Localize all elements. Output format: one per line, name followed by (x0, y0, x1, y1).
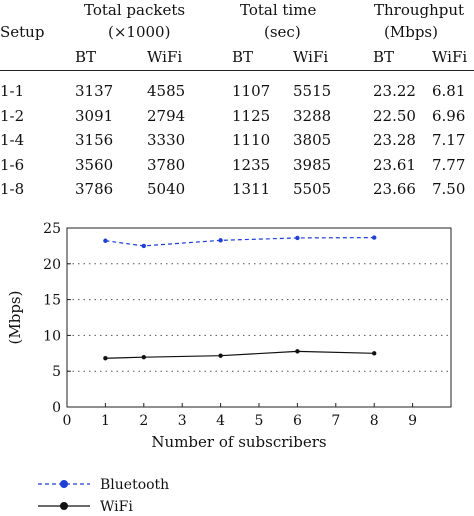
cell-bt-throughput: 22.50 (373, 106, 416, 125)
plot-frame (66, 227, 452, 408)
header-throughput-unit: (Mbps) (384, 23, 438, 41)
cell-bt-throughput: 23.66 (373, 180, 416, 198)
header-setup: Setup (0, 23, 45, 41)
y-tick-label: 0 (52, 400, 61, 416)
data-point (103, 238, 108, 243)
cell-wifi-throughput: 6.81 (432, 82, 466, 100)
cell-bt-packets: 3786 (75, 180, 114, 198)
results-table: Setup Total packets (×1000) Total time (… (0, 0, 474, 210)
data-point (372, 351, 377, 356)
subheader-bt-time: BT (232, 48, 254, 66)
data-point (372, 235, 377, 240)
cell-setup: 1-4 (0, 131, 25, 149)
header-total-packets: Total packets (84, 1, 186, 19)
header-total-time: Total time (240, 1, 317, 19)
cell-bt-time: 1110 (232, 131, 271, 149)
data-point (218, 238, 223, 243)
cell-wifi-packets: 5040 (147, 180, 186, 198)
cell-bt-throughput: 23.61 (373, 155, 416, 174)
cell-wifi-packets: 3780 (147, 155, 186, 174)
x-tick-label: 5 (255, 413, 264, 429)
y-tick-label: 15 (43, 293, 61, 309)
x-tick-label: 9 (408, 413, 417, 429)
x-tick-label: 3 (178, 413, 187, 429)
cell-bt-time: 1311 (232, 180, 271, 198)
cell-bt-packets: 3560 (75, 155, 114, 174)
legend-item: WiFi (38, 499, 133, 515)
y-tick-label: 5 (52, 364, 61, 380)
cell-bt-packets: 3137 (75, 82, 114, 100)
legend-marker (60, 480, 68, 488)
cell-bt-time: 1107 (232, 82, 271, 100)
cell-bt-throughput: 23.28 (373, 131, 416, 149)
subheader-wifi-throughput: WiFi (432, 48, 468, 66)
data-point (218, 353, 223, 358)
y-tick-label: 25 (43, 221, 61, 237)
legend-marker (60, 502, 68, 510)
header-throughput: Throughput (374, 1, 465, 19)
cell-setup: 1-8 (0, 180, 25, 198)
table-rule (0, 70, 474, 71)
series-layer (103, 235, 377, 361)
y-tick-label: 20 (43, 257, 61, 273)
cell-wifi-packets: 2794 (147, 106, 186, 125)
legend-label: WiFi (100, 499, 133, 515)
header-total-time-unit: (sec) (264, 23, 301, 41)
x-tick-label: 7 (331, 413, 340, 429)
data-point (295, 235, 300, 241)
x-tick-label: 8 (370, 413, 379, 429)
cell-setup: 1-2 (0, 106, 25, 125)
cell-wifi-time: 3805 (293, 131, 332, 149)
cell-wifi-throughput: 7.50 (432, 180, 466, 198)
x-tick-label: 0 (63, 413, 72, 429)
data-point (103, 356, 108, 361)
cell-wifi-time: 5515 (293, 82, 332, 100)
data-point (141, 354, 146, 360)
legend-item: Bluetooth (38, 477, 169, 493)
cell-bt-packets: 3156 (75, 131, 114, 149)
cell-wifi-throughput: 7.77 (432, 155, 466, 174)
x-tick-label: 2 (139, 413, 148, 429)
subheader-wifi-packets: WiFi (147, 48, 183, 66)
cell-wifi-throughput: 7.17 (432, 131, 466, 149)
data-point (141, 243, 146, 249)
cell-wifi-packets: 3330 (147, 131, 186, 149)
cell-wifi-time: 5505 (293, 180, 332, 198)
cell-wifi-time: 3288 (293, 106, 332, 125)
data-point (295, 349, 300, 354)
cell-bt-time: 1235 (232, 155, 271, 174)
cell-bt-throughput: 23.22 (373, 82, 416, 100)
cell-bt-packets: 3091 (75, 106, 114, 125)
throughput-chart: 0 1 2 3 4 5 6 7 8 9 0 5 10 15 20 25 Number of subscribe… (6, 221, 452, 515)
x-axis-title: Number of subscribers (151, 433, 326, 451)
x-tick-label: 6 (293, 413, 302, 429)
cell-setup: 1-1 (0, 82, 25, 100)
cell-wifi-packets: 4585 (147, 82, 186, 100)
axis-ticks: 0 1 2 3 4 5 6 7 8 9 0 5 10 15 20 25 (43, 221, 417, 429)
legend: Bluetooth WiFi (38, 477, 169, 515)
y-tick-label: 10 (43, 328, 61, 344)
cell-setup: 1-6 (0, 155, 25, 174)
grid-lines (67, 263, 451, 372)
series-line (105, 236, 375, 247)
cell-bt-time: 1125 (232, 106, 271, 125)
subheader-bt-throughput: BT (373, 48, 395, 66)
series-wifi (103, 349, 377, 361)
legend-label: Bluetooth (100, 477, 169, 493)
x-tick-label: 4 (216, 413, 225, 429)
y-axis-title: (Mbps) (6, 291, 24, 345)
subheader-wifi-time: WiFi (293, 48, 329, 66)
cell-wifi-throughput: 6.96 (432, 106, 466, 125)
cell-wifi-time: 3985 (293, 155, 332, 174)
series-bluetooth (103, 235, 377, 249)
header-total-packets-unit: (×1000) (108, 23, 171, 41)
x-tick-label: 1 (101, 413, 110, 429)
subheader-bt-packets: BT (75, 48, 97, 66)
